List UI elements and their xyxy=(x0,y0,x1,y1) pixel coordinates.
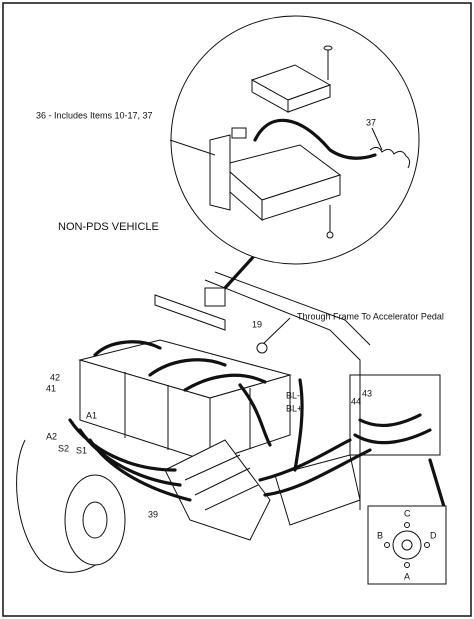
terminal-label: D xyxy=(430,530,437,540)
callout: 42 xyxy=(50,372,60,382)
frame xyxy=(154,271,371,526)
motor xyxy=(16,317,372,573)
callout: S2 xyxy=(58,443,69,453)
terminal-label: A xyxy=(404,571,410,581)
battery-pack xyxy=(78,339,304,541)
controller-detail xyxy=(349,374,447,512)
callout: 41 xyxy=(46,383,56,393)
callout: 37 xyxy=(366,117,376,127)
terminal-label: B xyxy=(377,530,383,540)
callout: BL+ xyxy=(286,403,302,413)
vehicle-label: NON-PDS VEHICLE xyxy=(58,221,159,233)
callout: S1 xyxy=(76,445,87,455)
terminal-label: C xyxy=(404,508,411,518)
callout: A1 xyxy=(86,410,97,420)
route-note: Through Frame To Accelerator Pedal xyxy=(297,311,444,321)
zoom-detail xyxy=(169,15,420,290)
zoom-note: 36 - Includes Items 10-17, 37 xyxy=(36,110,153,120)
callout: 44 xyxy=(351,396,361,406)
callout: 43 xyxy=(362,388,372,398)
callout: 39 xyxy=(148,509,158,519)
callout: BL- xyxy=(286,390,300,400)
terminal-plate xyxy=(367,505,447,585)
callout: A2 xyxy=(46,431,57,441)
callout: 19 xyxy=(252,319,262,329)
